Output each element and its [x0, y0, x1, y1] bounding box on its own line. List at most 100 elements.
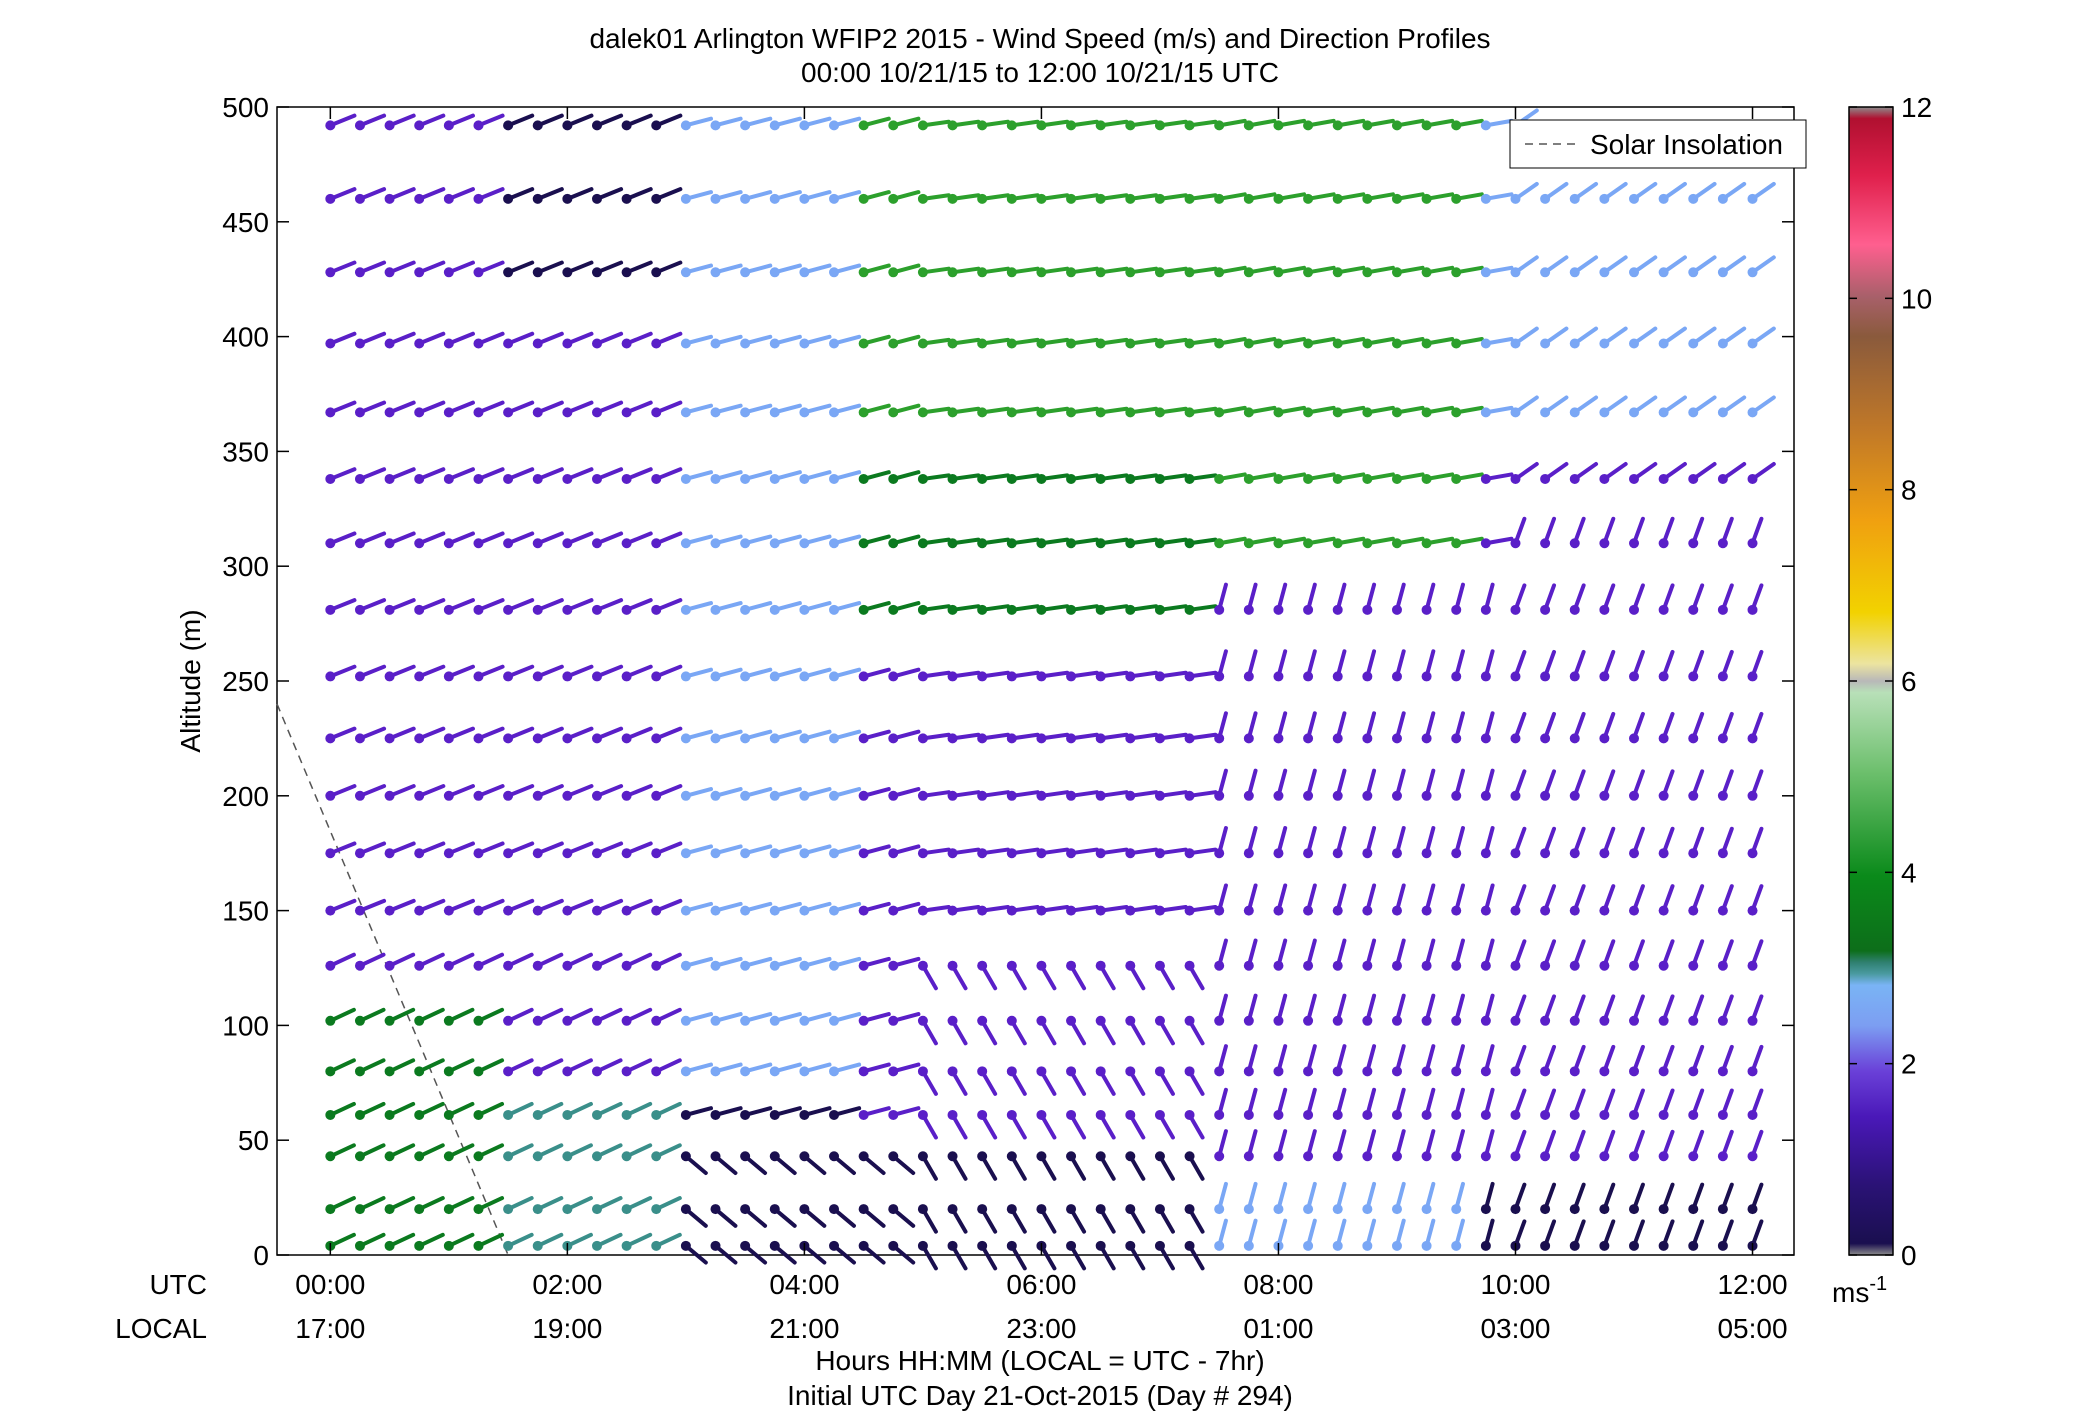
wind-barb-dot [1273, 1204, 1284, 1215]
wind-barb-dot [1036, 407, 1047, 418]
wind-barb-dot [651, 1204, 662, 1215]
wind-barb-dot [414, 1015, 425, 1026]
wind-barb-dot [414, 338, 425, 349]
plot-area [276, 106, 1795, 1256]
wind-barb-dot [1599, 267, 1610, 278]
wind-barb-dot [1243, 1015, 1254, 1026]
wind-barb-dot [1095, 960, 1106, 971]
wind-barb-dot [1540, 1066, 1551, 1077]
wind-barb-dot [384, 1015, 395, 1026]
wind-barb-dot [1569, 1109, 1580, 1120]
wind-barb-dot [1421, 407, 1432, 418]
wind-barb-dot [1540, 267, 1551, 278]
x-tick-label-utc: 10:00 [1480, 1269, 1550, 1300]
wind-barb-dot [1599, 193, 1610, 204]
wind-barb-dot [829, 604, 840, 615]
wind-barb-dot [1303, 905, 1314, 916]
wind-barb-dot [1214, 848, 1225, 859]
wind-barb-dot [1125, 193, 1136, 204]
wind-barb-dot [1480, 604, 1491, 615]
wind-barb-dot [1214, 193, 1225, 204]
wind-barb-dot [1154, 671, 1165, 682]
wind-barb-dot [947, 1066, 958, 1077]
wind-barb-dot [1303, 1109, 1314, 1120]
wind-barb-dot [1510, 538, 1521, 549]
wind-barb-dot [443, 120, 454, 131]
wind-barb-dot [473, 338, 484, 349]
wind-barb-dot [1747, 538, 1758, 549]
wind-barb-dot [1480, 407, 1491, 418]
wind-barb-dot [473, 193, 484, 204]
colorbar-unit: ms-1 [1832, 1273, 1887, 1308]
wind-barb-dot [1569, 733, 1580, 744]
wind-barb-dot [1214, 790, 1225, 801]
wind-barb-dot [680, 407, 691, 418]
wind-barb-dot [740, 604, 751, 615]
wind-barb-dot [384, 267, 395, 278]
wind-barb-dot [1362, 790, 1373, 801]
wind-barb-dot [1658, 407, 1669, 418]
wind-barb-dot [769, 407, 780, 418]
wind-barb-dot [1066, 848, 1077, 859]
wind-barb-dot [799, 1015, 810, 1026]
y-axis: 0 50 100 150 200 250 300 350 400 450 500 [222, 92, 1794, 1271]
wind-barb-dot [858, 267, 869, 278]
wind-barb-dot [740, 960, 751, 971]
wind-barb-dot [1036, 905, 1047, 916]
wind-barb-dot [829, 848, 840, 859]
wind-barb-dot [325, 790, 336, 801]
wind-barb-dot [473, 905, 484, 916]
wind-barb-dot [1243, 905, 1254, 916]
wind-barb-dot [977, 1015, 988, 1026]
wind-barb-dot [1332, 407, 1343, 418]
wind-barb-dot [799, 1066, 810, 1077]
wind-barb-dot [1006, 790, 1017, 801]
x-tick-label-utc: 02:00 [532, 1269, 602, 1300]
wind-barb-dot [473, 1109, 484, 1120]
wind-barb-dot [532, 267, 543, 278]
wind-barb-dot [1362, 905, 1373, 916]
wind-barb-dot [799, 671, 810, 682]
wind-barb-dot [325, 960, 336, 971]
wind-barb-dot [1006, 338, 1017, 349]
wind-barb-dot [829, 338, 840, 349]
wind-barb-dot [562, 848, 573, 859]
wind-barb-dot [858, 733, 869, 744]
wind-barb-dot [1510, 338, 1521, 349]
wind-barb-dot [1391, 905, 1402, 916]
wind-barb-dot [947, 733, 958, 744]
wind-barb-dot [1391, 267, 1402, 278]
wind-barb-dot [1569, 473, 1580, 484]
wind-barb-dot [1391, 1151, 1402, 1162]
wind-barb-dot [1243, 120, 1254, 131]
wind-barb-dot [532, 193, 543, 204]
wind-barb-dot [1451, 848, 1462, 859]
wind-barb-dot [947, 1204, 958, 1215]
y-tick-label: 450 [222, 207, 269, 238]
wind-barb-dot [443, 1151, 454, 1162]
wind-barb-dot [1332, 1204, 1343, 1215]
y-tick-label: 400 [222, 322, 269, 353]
wind-barb-dot [769, 790, 780, 801]
wind-barb-dot [1125, 1240, 1136, 1251]
wind-barb-dot [1095, 267, 1106, 278]
wind-barb-dot [562, 473, 573, 484]
wind-barb-dot [473, 1015, 484, 1026]
wind-barb-dot [680, 905, 691, 916]
wind-barb-dot [562, 193, 573, 204]
wind-barb-dot [384, 407, 395, 418]
wind-barb-dot [1688, 267, 1699, 278]
wind-barb-dot [740, 1109, 751, 1120]
wind-barb-dot [947, 1240, 958, 1251]
wind-barb-dot [917, 473, 928, 484]
wind-barb-dot [354, 1015, 365, 1026]
wind-barb-dot [1154, 733, 1165, 744]
wind-barb-dot [1036, 473, 1047, 484]
wind-barb-dot [799, 604, 810, 615]
wind-barb-dot [1451, 1240, 1462, 1251]
wind-barb-dot [1599, 1240, 1610, 1251]
wind-barb-dot [1421, 538, 1432, 549]
wind-barb-dot [769, 671, 780, 682]
wind-barb-dot [740, 120, 751, 131]
wind-barb-dot [1066, 1066, 1077, 1077]
